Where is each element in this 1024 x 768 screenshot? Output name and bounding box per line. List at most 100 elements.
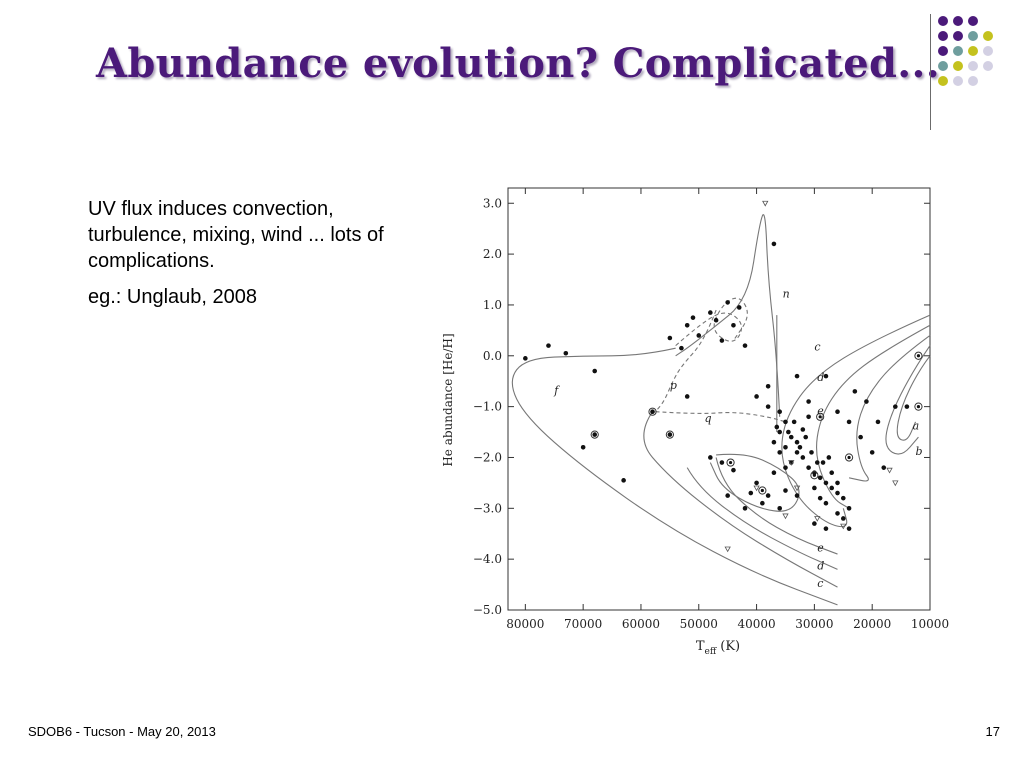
decor-dot bbox=[953, 76, 963, 86]
triangle-point bbox=[724, 546, 731, 553]
data-point bbox=[809, 450, 814, 455]
data-point bbox=[904, 404, 910, 409]
data-point bbox=[679, 345, 684, 351]
data-point bbox=[771, 241, 777, 247]
data-point bbox=[800, 427, 806, 432]
x-tick-label: 70000 bbox=[564, 617, 602, 631]
track-label: e bbox=[817, 404, 824, 417]
data-point bbox=[731, 322, 736, 328]
track-label: c bbox=[817, 577, 823, 590]
circled-point-core bbox=[760, 488, 764, 493]
track-label: e bbox=[817, 542, 824, 555]
y-tick-label: 3.0 bbox=[483, 196, 502, 210]
track-label: d bbox=[817, 559, 824, 572]
data-point bbox=[823, 480, 829, 486]
data-point bbox=[748, 490, 754, 496]
data-point bbox=[742, 343, 748, 348]
track-loop bbox=[709, 453, 800, 512]
data-point bbox=[786, 429, 791, 435]
decor-dot bbox=[938, 61, 948, 71]
y-tick-label: −5.0 bbox=[473, 603, 502, 617]
data-point bbox=[696, 333, 702, 338]
track-q bbox=[655, 411, 786, 423]
track-helix bbox=[675, 297, 748, 347]
data-point bbox=[719, 460, 725, 465]
data-point bbox=[788, 434, 794, 440]
divider-line bbox=[930, 14, 931, 130]
data-point bbox=[765, 383, 771, 389]
track-label: f bbox=[553, 384, 560, 397]
data-point bbox=[783, 445, 788, 450]
decor-dot bbox=[968, 61, 978, 71]
data-point bbox=[829, 470, 835, 476]
data-point bbox=[684, 322, 690, 328]
triangle-point bbox=[782, 513, 789, 520]
data-point bbox=[742, 506, 748, 511]
track-d-low bbox=[686, 467, 838, 570]
triangle-point bbox=[788, 460, 795, 466]
track-label: d bbox=[817, 371, 824, 384]
circled-point-core bbox=[847, 455, 851, 460]
triangle-point bbox=[762, 200, 769, 207]
data-point bbox=[846, 419, 852, 425]
x-tick-label: 40000 bbox=[737, 617, 775, 631]
triangle-point bbox=[840, 523, 847, 530]
x-tick-label: 50000 bbox=[680, 617, 718, 631]
track-label: p bbox=[670, 379, 677, 392]
triangle-point bbox=[892, 480, 899, 487]
data-point bbox=[783, 419, 788, 425]
data-point bbox=[817, 495, 823, 501]
data-point bbox=[829, 485, 835, 491]
data-point bbox=[823, 500, 829, 506]
page-number: 17 bbox=[985, 724, 1000, 739]
data-point bbox=[592, 368, 598, 374]
circled-point-core bbox=[728, 460, 733, 465]
track-label: a bbox=[913, 420, 920, 433]
data-point bbox=[783, 465, 788, 470]
data-point bbox=[708, 310, 713, 315]
data-point bbox=[852, 389, 858, 394]
data-point bbox=[777, 450, 782, 455]
triangle-point bbox=[753, 485, 760, 492]
decor-dot bbox=[983, 46, 993, 56]
data-point bbox=[667, 335, 673, 341]
evolution-tracks bbox=[511, 214, 931, 606]
decor-dot bbox=[968, 31, 978, 41]
decor-dot bbox=[938, 76, 948, 86]
circled-point bbox=[914, 351, 923, 360]
data-point bbox=[771, 439, 777, 445]
decor-dot bbox=[938, 16, 948, 26]
data-point bbox=[580, 445, 586, 450]
circled-point bbox=[648, 407, 657, 416]
data-point bbox=[812, 521, 817, 526]
circled-point-core bbox=[650, 410, 655, 414]
track-f bbox=[511, 347, 838, 606]
plot-frame bbox=[507, 187, 931, 611]
data-point bbox=[820, 460, 826, 465]
data-point bbox=[881, 465, 887, 470]
x-tick-label: 30000 bbox=[795, 617, 833, 631]
track-b bbox=[885, 345, 931, 455]
data-point bbox=[794, 373, 800, 379]
track-p bbox=[654, 309, 717, 413]
data-point bbox=[760, 500, 765, 506]
data-point bbox=[846, 506, 852, 511]
data-point bbox=[800, 455, 806, 460]
y-tick-label: −2.0 bbox=[473, 450, 502, 464]
data-point bbox=[690, 315, 696, 320]
circled-point bbox=[844, 453, 854, 462]
circled-point-core bbox=[916, 354, 921, 358]
data-point bbox=[840, 516, 846, 521]
x-tick-label: 80000 bbox=[506, 617, 544, 631]
x-axis-label-unit: (K) bbox=[720, 639, 740, 654]
data-point bbox=[725, 493, 730, 498]
y-tick-label: 2.0 bbox=[483, 247, 502, 261]
circled-point bbox=[816, 412, 825, 421]
body-text: UV flux induces convection, turbulence, … bbox=[88, 196, 418, 320]
track-d bbox=[816, 324, 931, 509]
circled-point bbox=[665, 430, 674, 439]
x-tick-label: 60000 bbox=[622, 617, 660, 631]
data-point bbox=[765, 404, 771, 409]
x-axis-label-main: T bbox=[696, 639, 705, 654]
